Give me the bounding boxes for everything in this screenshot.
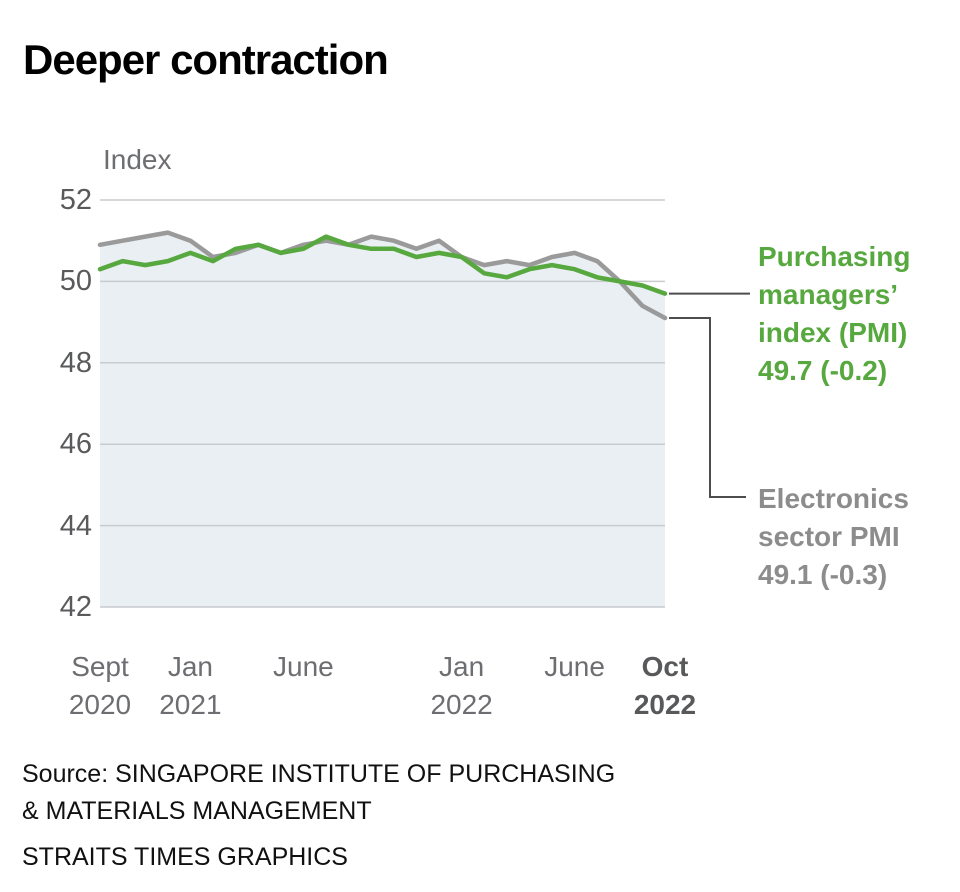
y-tick-label: 52 bbox=[59, 184, 92, 216]
annotation-pmi-label: Purchasing managers’ index (PMI) bbox=[758, 241, 911, 348]
y-tick-label: 42 bbox=[59, 591, 92, 623]
source-line-2: & MATERIALS MANAGEMENT bbox=[22, 797, 372, 825]
annotation-electronics-value: 49.1 (-0.3) bbox=[758, 559, 888, 590]
annotation-electronics-label: Electronics sector PMI bbox=[758, 483, 909, 552]
x-tick-label: June bbox=[273, 651, 334, 682]
series-line-pmi bbox=[97, 234, 668, 296]
x-tick-label: Jan 2021 bbox=[159, 651, 222, 720]
annotation-pmi-value: 49.7 (-0.2) bbox=[758, 355, 888, 386]
y-tick-label: 46 bbox=[59, 428, 92, 461]
x-tick-label: June bbox=[544, 651, 605, 682]
y-tick-label: 50 bbox=[59, 265, 92, 298]
x-tick-label: Sept 2020 bbox=[68, 651, 132, 720]
connector-electronics bbox=[669, 317, 746, 498]
y-axis-label: Index bbox=[103, 144, 172, 175]
y-tick-label: 48 bbox=[59, 346, 92, 379]
x-tick-label: Oct 2022 bbox=[633, 651, 697, 720]
annotation-pmi: Purchasing managers’ index (PMI) 49.7 (-… bbox=[758, 238, 960, 390]
source-line-1: Source: SINGAPORE INSTITUTE OF PURCHASIN… bbox=[22, 760, 616, 788]
series-area-0 bbox=[100, 236, 665, 607]
annotation-electronics: Electronics sector PMI 49.1 (-0.3) bbox=[758, 480, 960, 594]
y-tick-label: 44 bbox=[59, 509, 92, 542]
series-line-electronics bbox=[97, 230, 668, 321]
chart-title: Deeper contraction bbox=[23, 36, 389, 83]
x-tick-label: Jan 2022 bbox=[430, 651, 493, 720]
source-note: Source: SINGAPORE INSTITUTE OF PURCHASIN… bbox=[22, 756, 615, 830]
graphics-credit: STRAITS TIMES GRAPHICS bbox=[22, 843, 348, 871]
series-area-1 bbox=[100, 232, 665, 607]
